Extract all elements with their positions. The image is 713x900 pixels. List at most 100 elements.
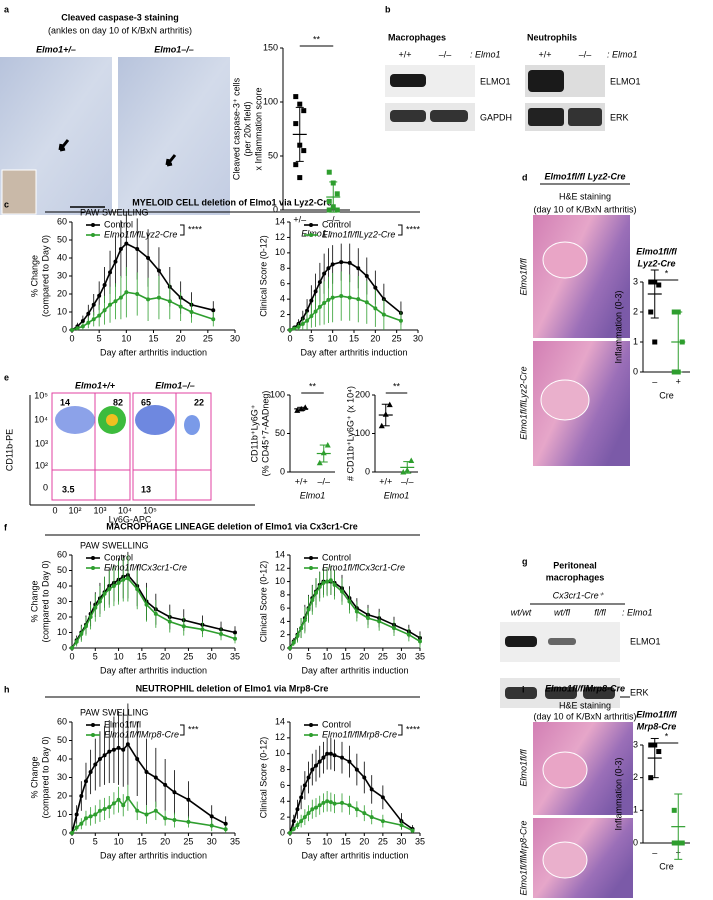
- point: [121, 577, 126, 582]
- point: [156, 295, 161, 300]
- panel-label: h: [4, 684, 10, 694]
- point: [347, 803, 352, 808]
- legend-marker: [309, 233, 313, 237]
- point: [113, 299, 118, 304]
- y-tick-label: 0: [273, 204, 278, 214]
- point: [211, 308, 216, 313]
- point: [135, 587, 140, 592]
- row-label: Elmo1fl/fl: [518, 748, 528, 786]
- flow-population: [55, 406, 95, 434]
- x-axis-label: Elmo1: [384, 490, 410, 500]
- blot-band: [528, 108, 564, 126]
- point: [189, 310, 194, 314]
- point: [340, 755, 344, 760]
- x-tick-label: +: [676, 376, 681, 386]
- significance-bracket: [398, 724, 403, 736]
- axis-label: CD11b-PE: [4, 429, 14, 471]
- arrow: [58, 139, 70, 152]
- point: [328, 751, 333, 756]
- x-tick-label: 20: [359, 836, 369, 846]
- point: [121, 803, 126, 808]
- point: [326, 169, 332, 175]
- point: [118, 295, 123, 300]
- x-tick-label: 5: [306, 836, 311, 846]
- x-tick-label: 0: [287, 333, 292, 343]
- lane-label: –/–: [579, 49, 592, 59]
- point: [211, 317, 216, 322]
- stain-note: (day 10 of K/BxN arthritis): [533, 204, 636, 214]
- section-header: MACROPHAGE LINEAGE deletion of Elmo1 via…: [106, 521, 358, 531]
- point: [325, 799, 330, 804]
- point: [91, 302, 96, 307]
- x-tick-label: 5: [93, 836, 98, 846]
- point: [310, 807, 315, 812]
- significance: *: [665, 731, 669, 741]
- y-tick-label: 0: [280, 466, 285, 476]
- point: [74, 639, 79, 644]
- point: [314, 763, 318, 768]
- point: [339, 260, 344, 265]
- point: [97, 757, 102, 761]
- y-tick-label: 20: [57, 790, 67, 800]
- point: [362, 775, 367, 780]
- chart-subtitle: PAW SWELLING: [80, 207, 149, 217]
- x-tick-label: 0: [69, 836, 74, 846]
- tick-label: 10²: [68, 505, 81, 515]
- y-tick-label: 12: [275, 732, 285, 742]
- row-label: Elmo1fl/flLyz2-Cre: [518, 366, 528, 439]
- y-tick-label: 10: [57, 306, 67, 316]
- point: [305, 308, 310, 313]
- point: [364, 300, 369, 305]
- panel-label: b: [385, 4, 391, 14]
- point: [113, 259, 118, 264]
- gene-label: : Elmo1: [607, 49, 638, 59]
- point: [79, 821, 84, 826]
- significance: ****: [406, 224, 421, 234]
- arrow: [165, 154, 177, 167]
- point: [648, 309, 654, 315]
- point: [408, 457, 415, 463]
- band-label: ERK: [610, 112, 629, 122]
- flow-population: [106, 414, 118, 426]
- x-tick-label: +/+: [295, 476, 308, 486]
- point: [302, 783, 307, 788]
- point: [79, 632, 84, 637]
- y-axis-label: % Change: [29, 580, 39, 622]
- legend-marker: [91, 733, 95, 737]
- y-axis-label: x Inflammation score: [253, 87, 263, 170]
- x-axis-label: Elmo1: [300, 490, 326, 500]
- y-axis-label: # CD11b⁺Ly6G⁺ (x 10⁴): [345, 386, 355, 481]
- y-tick-label: 2: [280, 309, 285, 319]
- y-tick-label: 100: [263, 96, 278, 106]
- point: [116, 797, 121, 802]
- tick-label: 10³: [93, 505, 106, 515]
- point: [135, 808, 140, 813]
- point: [332, 582, 337, 587]
- point: [671, 807, 677, 813]
- y-axis-label: (compared to Day 0): [40, 560, 50, 642]
- x-tick-label: 20: [176, 333, 186, 343]
- row-label: Elmo1fl/flMrp8-Cre: [518, 820, 528, 895]
- x-tick-label: 35: [230, 651, 240, 661]
- y-tick-label: 0: [62, 642, 67, 652]
- legend-label: Elmo1fl/flMrp8-Cre: [322, 729, 397, 739]
- gene-label: : Elmo1: [470, 49, 501, 59]
- section-header: NEUTROPHIL deletion of Elmo1 via Mrp8-Cr…: [136, 683, 329, 693]
- point: [125, 742, 130, 747]
- point: [356, 266, 361, 271]
- significance-bracket: [180, 724, 185, 736]
- point: [163, 816, 168, 821]
- point: [186, 819, 191, 824]
- point: [80, 319, 85, 323]
- point: [313, 289, 318, 294]
- legend-marker: [91, 566, 95, 570]
- x-tick-label: 25: [183, 651, 193, 661]
- point: [326, 207, 332, 213]
- legend-marker: [91, 223, 95, 227]
- x-tick-label: 5: [309, 333, 314, 343]
- point: [108, 302, 113, 307]
- point: [118, 247, 123, 251]
- x-axis-label: Day after arthritis induction: [301, 850, 408, 860]
- axis-label: Ly6G-APC: [109, 514, 152, 524]
